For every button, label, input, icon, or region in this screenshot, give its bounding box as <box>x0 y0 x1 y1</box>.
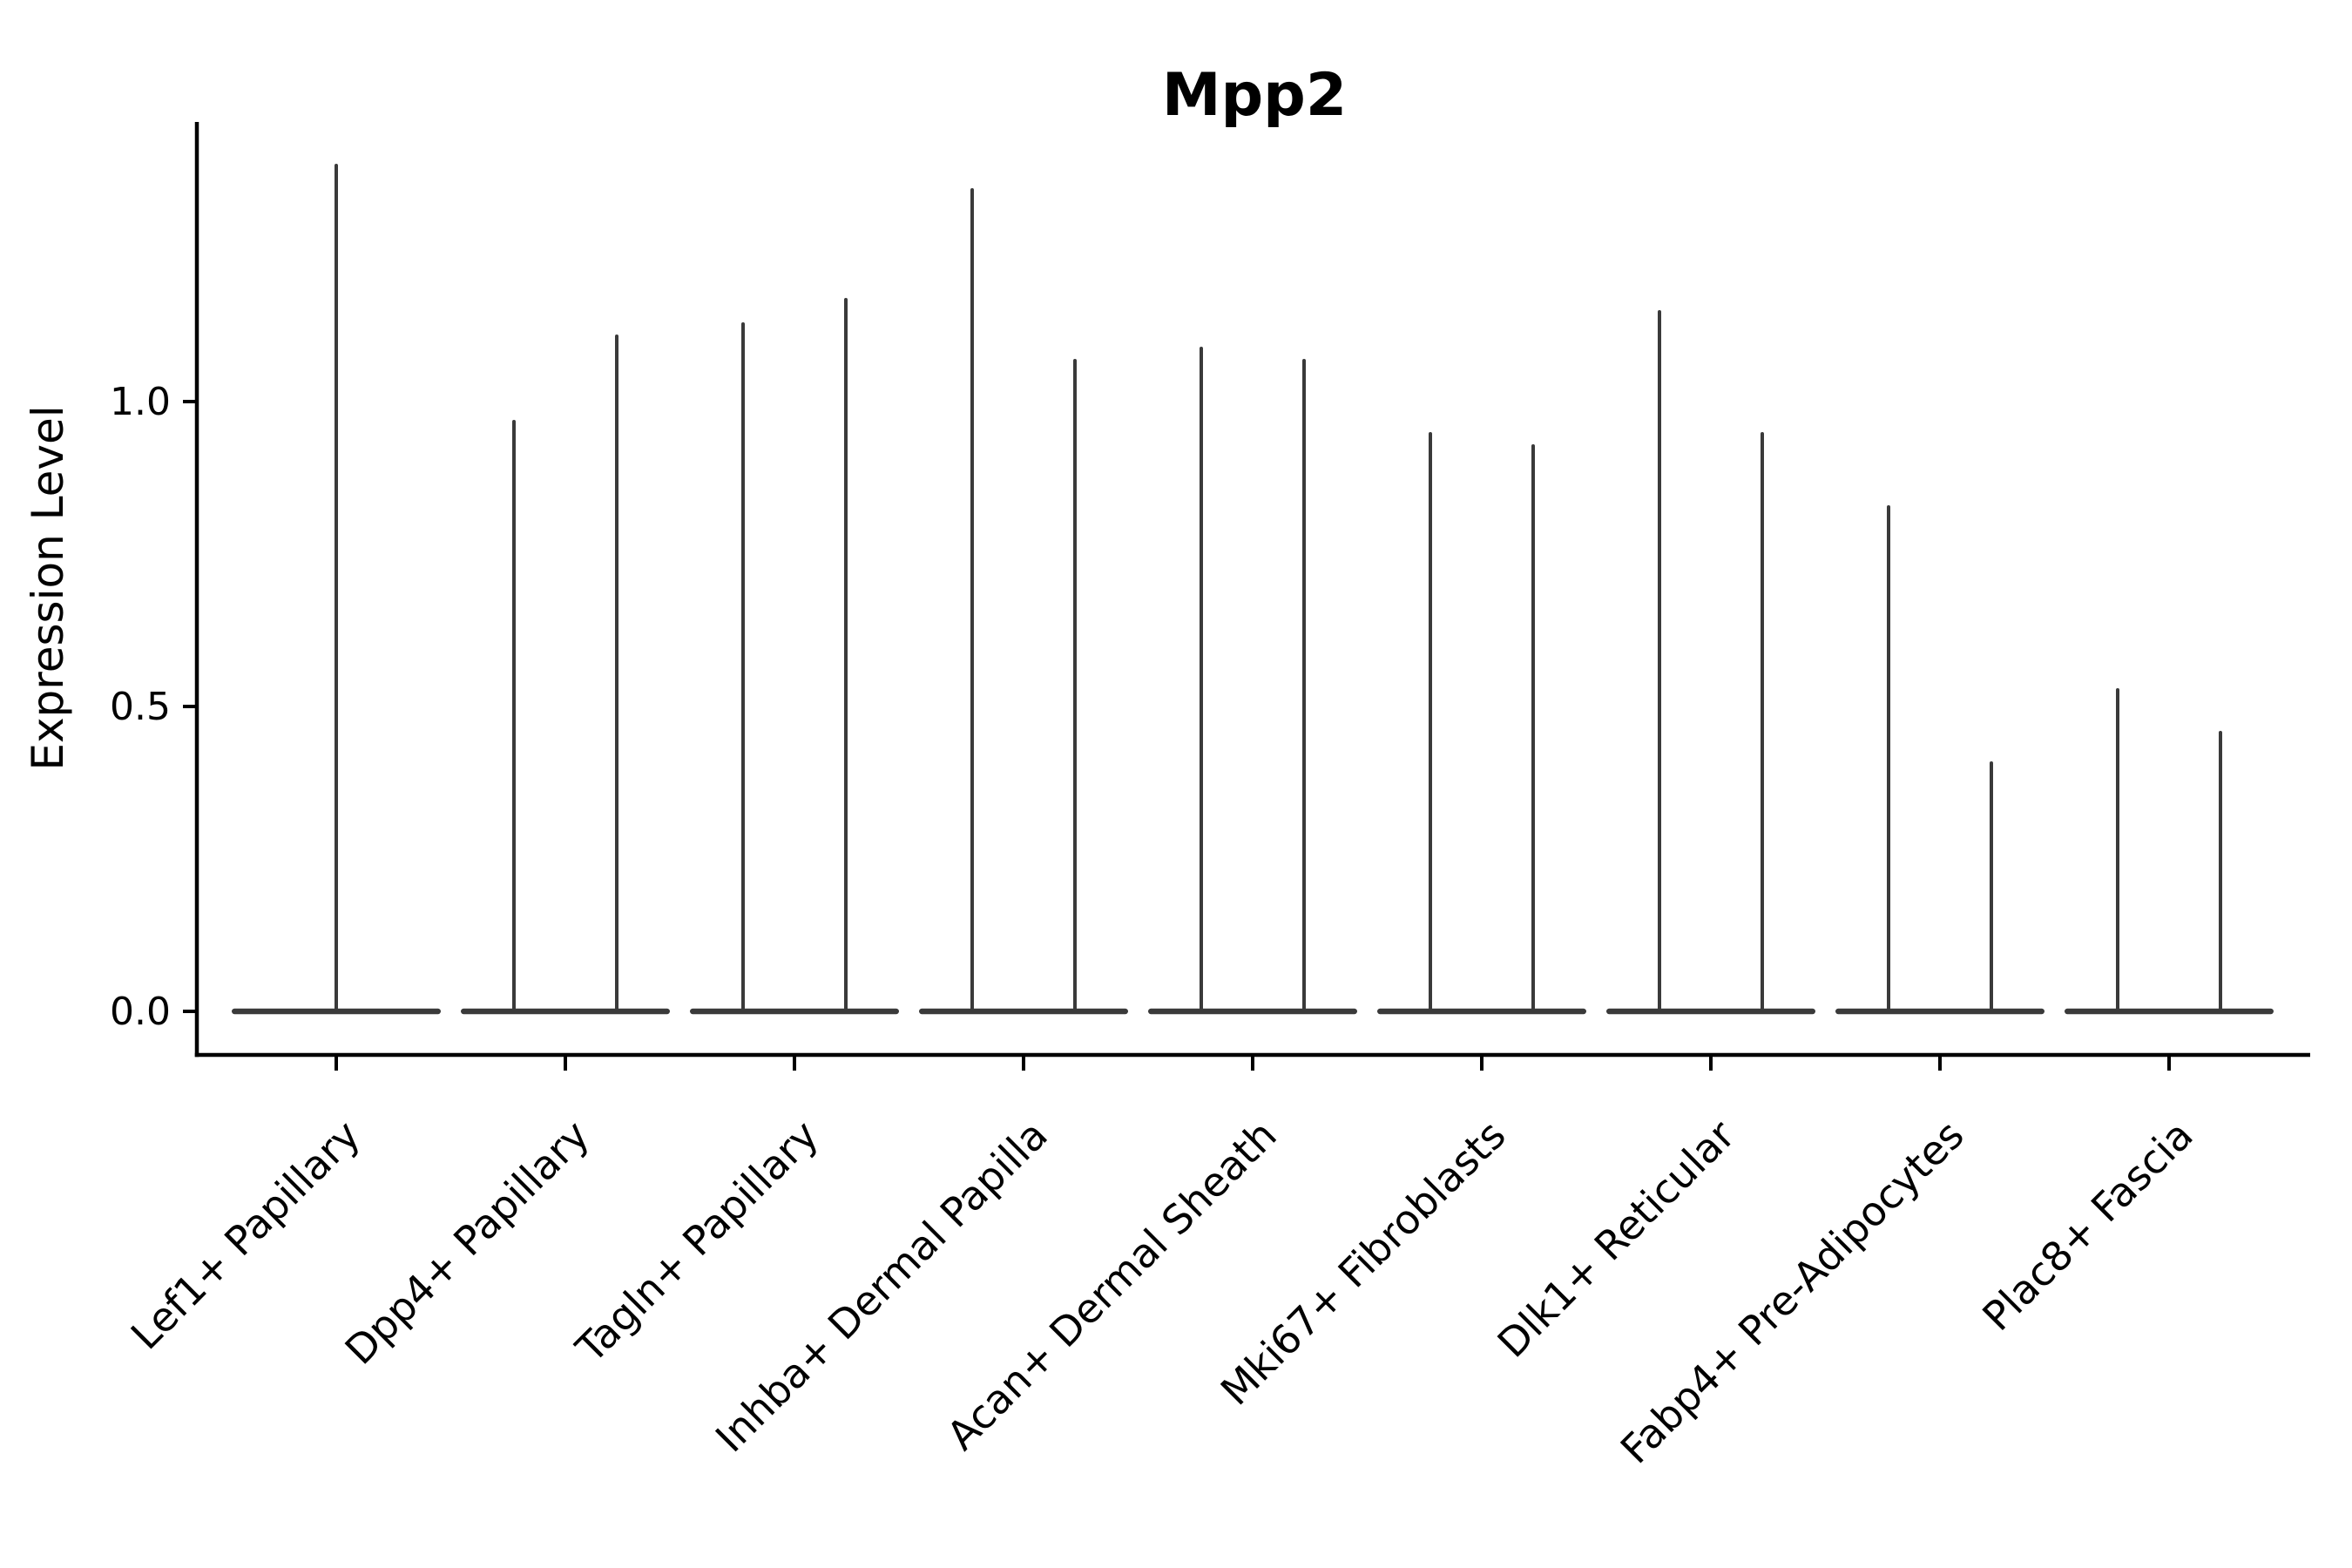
x-tick-label: Dpp4+ Papillary <box>336 1112 598 1374</box>
violin-spike <box>741 322 745 1014</box>
violin-spike <box>2116 688 2119 1014</box>
violin-spike <box>844 298 848 1014</box>
violin-baseline <box>1377 1008 1586 1015</box>
y-tick-label: 1.0 <box>110 380 171 424</box>
violin-spike <box>1302 359 1306 1014</box>
violin-baseline <box>919 1008 1128 1015</box>
chart-title: Mpp2 <box>1162 61 1347 130</box>
x-tick-label: Plac8+ Fascia <box>1973 1112 2201 1340</box>
violin-baseline <box>1835 1008 2044 1015</box>
violin-baseline <box>690 1008 899 1015</box>
violin-baseline <box>1148 1008 1357 1015</box>
violin-spike <box>1761 432 1764 1014</box>
violin-spike <box>1531 444 1535 1014</box>
x-tick-label: Tagln+ Papillary <box>566 1112 828 1373</box>
x-tick-label: Dlk1+ Reticular <box>1489 1112 1744 1367</box>
violin-spike <box>615 335 618 1014</box>
violin-spike <box>335 164 338 1014</box>
y-tick-label: 0.5 <box>110 685 171 729</box>
x-tick-label: Lef1+ Papillary <box>122 1112 369 1359</box>
y-axis-label: Expression Level <box>23 405 73 770</box>
violin-spike <box>1073 359 1077 1014</box>
violin-spike <box>1887 505 1890 1014</box>
violin-spike <box>1200 347 1203 1014</box>
violin-spike <box>512 420 516 1014</box>
violin-baseline <box>1606 1008 1815 1015</box>
violin-baseline <box>461 1008 670 1015</box>
violin-spike <box>970 188 974 1014</box>
violin-baseline <box>2065 1008 2274 1015</box>
violin-spike <box>1990 761 1993 1014</box>
violin-spike <box>1658 310 1661 1014</box>
y-tick-label: 0.0 <box>110 990 171 1034</box>
violin-spike <box>1429 432 1432 1014</box>
violin-spike <box>2219 731 2222 1014</box>
